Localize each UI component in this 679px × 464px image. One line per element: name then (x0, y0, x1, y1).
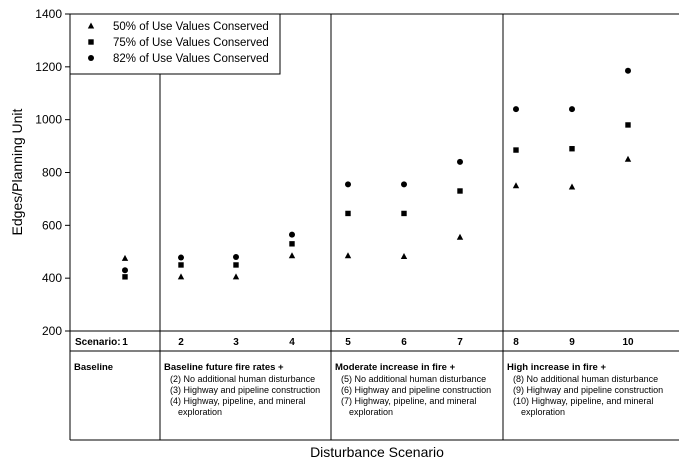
legend-label: 75% of Use Values Conserved (113, 37, 269, 49)
data-point-triangle (512, 182, 520, 189)
data-point-circle (289, 231, 295, 238)
data-point-triangle (344, 252, 352, 259)
group-item: (2) No additional human disturbance (170, 374, 315, 384)
scenario-number: 6 (401, 337, 407, 348)
group-heading: Moderate increase in fire + (335, 362, 456, 373)
data-point-square (569, 146, 575, 152)
group-item: (4) Highway, pipeline, and mineral (170, 396, 305, 406)
group-item: (10) Highway, pipeline, and mineral (513, 396, 653, 406)
data-point-circle (122, 267, 128, 274)
data-point-circle (513, 106, 519, 113)
data-point-square (122, 274, 128, 280)
data-point-circle (457, 158, 463, 165)
legend-label: 50% of Use Values Conserved (113, 21, 269, 33)
group-item: (9) Highway and pipeline construction (513, 385, 663, 395)
y-tick-label: 400 (42, 271, 62, 285)
y-tick-label: 1400 (35, 7, 62, 21)
scenario-number: 5 (345, 337, 351, 348)
data-point-square (345, 210, 351, 217)
data-point-triangle (456, 233, 464, 240)
y-axis-label: Edges/Planning Unit (9, 108, 25, 235)
scenario-number: 3 (233, 337, 239, 348)
y-tick-label: 600 (42, 218, 62, 232)
scenario-number: 7 (457, 337, 463, 348)
group-heading: High increase in fire + (507, 362, 606, 373)
group-item: (6) Highway and pipeline construction (341, 385, 491, 395)
data-point-triangle (400, 253, 408, 260)
y-tick-label: 1200 (35, 60, 62, 74)
scenario-number: 2 (178, 337, 184, 348)
data-point-triangle (177, 273, 185, 280)
scenario-table: Scenario: 1 2 3 4 5 6 7 8 9 10 Baseline Baseline fut… (74, 337, 663, 417)
data-point-circle (401, 181, 407, 188)
data-point-circle (569, 106, 575, 113)
scenario-prefix: Scenario: (75, 337, 121, 348)
group-item: exploration (521, 407, 565, 417)
scenario-number: 8 (513, 337, 519, 348)
data-point-triangle (121, 254, 129, 261)
y-tick-label: 200 (42, 324, 62, 338)
scenario-number: 4 (289, 337, 295, 348)
data-point-square (625, 122, 631, 128)
x-axis-label: Disturbance Scenario (310, 444, 444, 460)
group-item: (5) No additional human disturbance (341, 374, 486, 384)
data-point-square (513, 147, 519, 153)
data-point-square (289, 241, 295, 247)
data-point-circle (233, 254, 239, 261)
group-item: (3) Highway and pipeline construction (170, 385, 320, 395)
data-point-square (401, 210, 407, 217)
scenario-number: 1 (122, 337, 128, 348)
data-point-square (233, 262, 239, 268)
data-point-circle (178, 254, 184, 261)
data-points (121, 67, 632, 280)
legend-box (69, 13, 281, 75)
legend-marker-circle (88, 55, 94, 61)
legend: 50% of Use Values Conserved 75% of Use Va… (69, 13, 281, 75)
data-point-circle (345, 181, 351, 188)
legend-label: 82% of Use Values Conserved (113, 53, 269, 65)
data-point-circle (625, 67, 631, 74)
y-tick-label: 1000 (35, 113, 62, 127)
legend-marker-square (88, 39, 94, 45)
group-heading: Baseline future fire rates + (164, 362, 284, 373)
data-point-triangle (288, 252, 296, 259)
group-item: (7) Highway, pipeline, and mineral (341, 396, 476, 406)
data-point-triangle (624, 155, 632, 162)
scenario-number: 10 (622, 337, 634, 348)
legend-marker-triangle (87, 22, 95, 29)
data-point-square (457, 188, 463, 194)
y-axis-ticks: 200 400 600 800 1000 1200 1400 (35, 7, 70, 338)
y-tick-label: 800 (42, 166, 62, 180)
data-point-triangle (232, 273, 240, 280)
group-item: exploration (178, 407, 222, 417)
scenario-number: 9 (569, 337, 575, 348)
group-item: exploration (349, 407, 393, 417)
data-point-square (178, 262, 184, 268)
group-item: (8) No additional human disturbance (513, 374, 658, 384)
group-heading: Baseline (74, 362, 113, 373)
data-point-triangle (568, 183, 576, 190)
